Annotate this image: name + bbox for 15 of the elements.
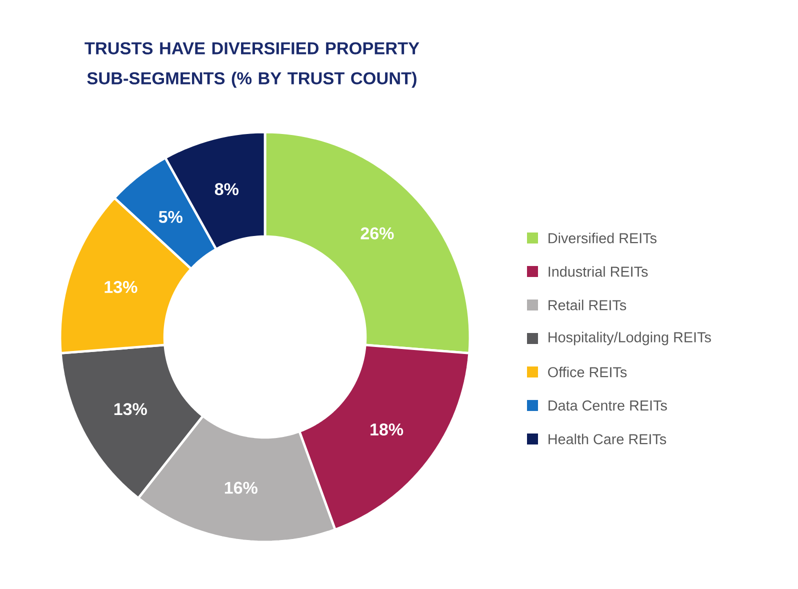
legend-label: Hospitality/Lodging REITs xyxy=(548,332,711,346)
data-label: 16% xyxy=(224,482,258,494)
legend-label: Retail REITs xyxy=(548,300,626,310)
data-label: 13% xyxy=(104,281,138,294)
data-label: 8% xyxy=(214,183,238,196)
data-label: 18% xyxy=(370,423,404,436)
legend-label: Office REITs xyxy=(548,366,627,378)
legend-label: Data Centre REITs xyxy=(548,400,667,411)
legend-label: Health Care REITs xyxy=(548,434,666,444)
data-label: 5% xyxy=(158,210,182,223)
data-label: 13% xyxy=(114,403,147,416)
legend-label: Diversified REITs xyxy=(548,232,657,244)
legend-label: Industrial REITs xyxy=(548,266,648,277)
chart-title: TRUSTS HAVE DIVERSIFIED PROPERTY SUB-SEGMENTS (% BY TRUST COUNT) xyxy=(84,42,420,88)
data-label: 26% xyxy=(360,227,394,240)
